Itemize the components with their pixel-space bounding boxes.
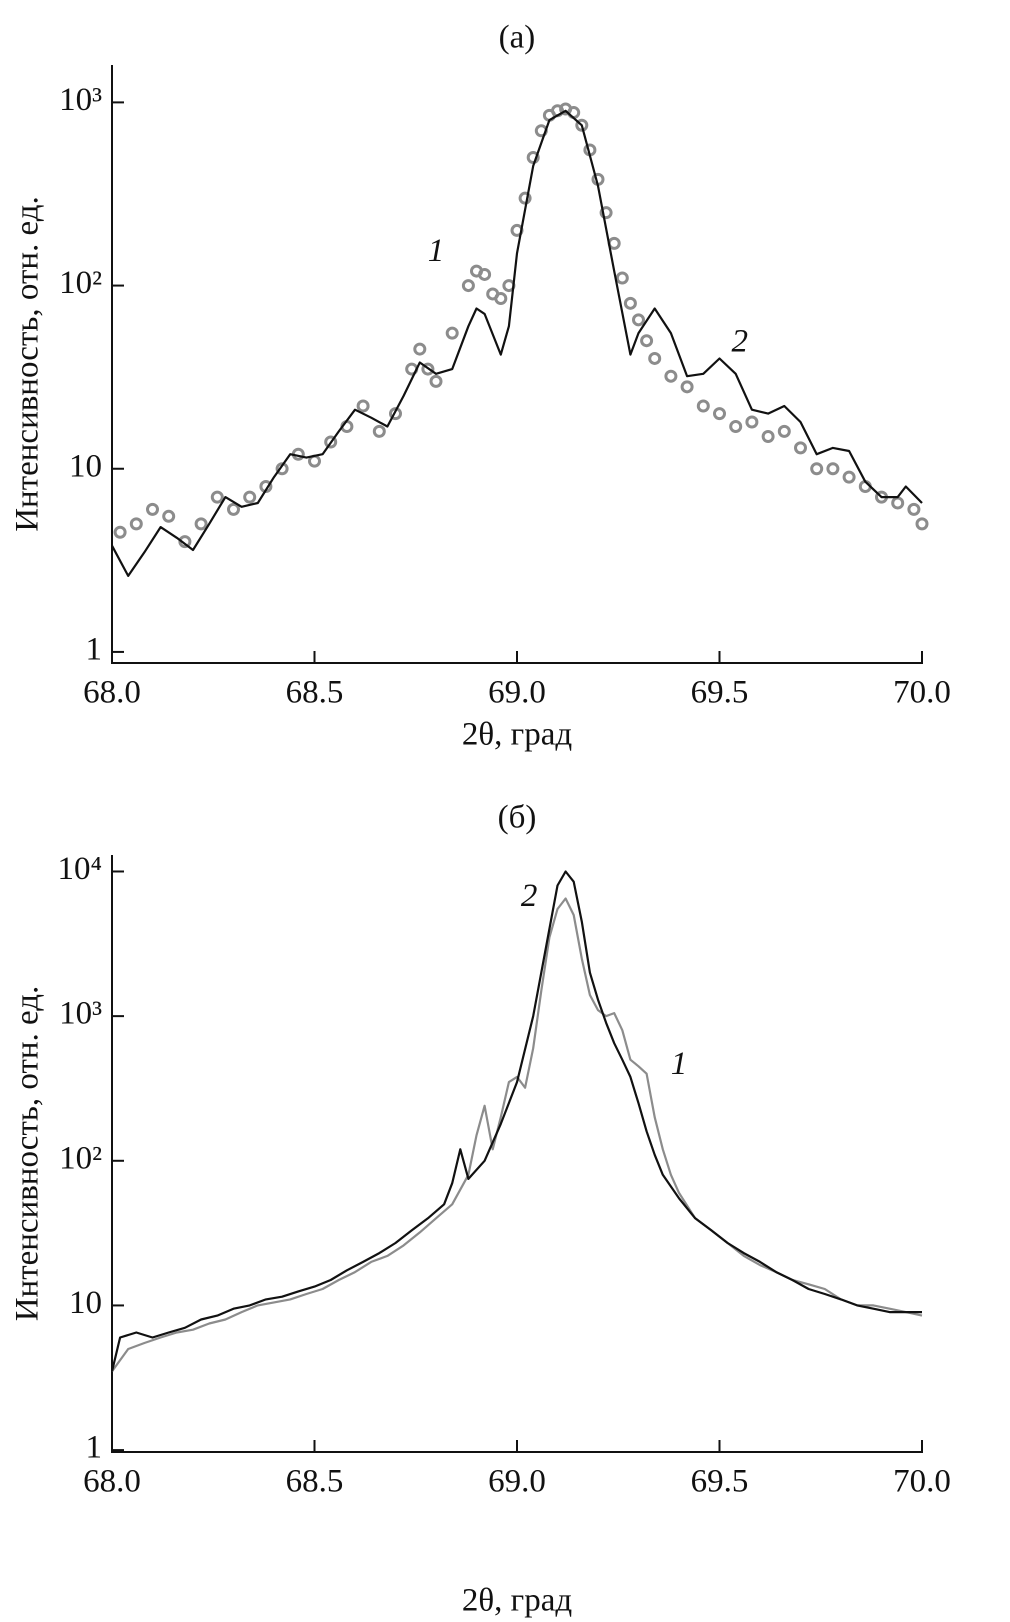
data-point <box>745 415 759 429</box>
y-tick-label: 10⁴ <box>57 851 102 887</box>
x-tick-label: 70.0 <box>893 1464 951 1500</box>
data-point <box>713 407 726 421</box>
data-point <box>178 535 192 549</box>
data-line <box>111 897 923 1373</box>
data-point <box>696 399 710 413</box>
data-point <box>729 420 743 434</box>
annotation: 1 <box>428 233 445 269</box>
data-point <box>640 334 654 348</box>
data-point <box>623 296 637 310</box>
data-point <box>356 399 370 413</box>
data-point <box>777 424 791 438</box>
data-point <box>810 462 824 476</box>
data-point <box>372 424 386 438</box>
data-point <box>526 151 540 165</box>
data-point <box>421 362 435 376</box>
data-point <box>461 279 475 293</box>
x-tick-label: 70.0 <box>893 675 951 711</box>
x-axis-label: 2θ, град <box>462 1583 572 1619</box>
y-axis-label: Интенсивность, отн. ед. <box>10 196 46 532</box>
y-tick-label: 10³ <box>59 996 102 1032</box>
x-tick-label: 69.5 <box>691 675 749 711</box>
x-tick-label: 69.5 <box>691 1464 749 1500</box>
data-point <box>826 462 840 476</box>
x-tick-label: 68.0 <box>83 675 141 711</box>
data-point <box>518 191 532 205</box>
data-point <box>794 441 807 455</box>
y-axis-label: Интенсивность, отн. ед. <box>10 986 46 1322</box>
data-point <box>842 470 856 484</box>
x-axis-label: 2θ, град <box>462 717 572 753</box>
x-tick-label: 68.5 <box>286 675 344 711</box>
data-point <box>429 374 443 388</box>
annotation: 2 <box>732 324 749 360</box>
x-tick-label: 68.5 <box>286 1464 344 1500</box>
data-point <box>194 517 208 531</box>
chart-title: (а) <box>499 20 536 56</box>
data-point <box>615 271 629 285</box>
data-point <box>664 369 678 383</box>
data-point <box>575 118 589 132</box>
annotation: 1 <box>671 1046 688 1082</box>
data-point <box>162 509 176 523</box>
data-point <box>243 490 257 504</box>
axes <box>111 855 923 1453</box>
x-tick-label: 69.0 <box>488 1464 546 1500</box>
data-point <box>632 313 645 327</box>
data-point <box>324 435 338 449</box>
data-point <box>275 462 289 476</box>
data-point <box>146 502 159 516</box>
data-line <box>110 870 922 1372</box>
y-tick-label: 10 <box>69 1285 102 1321</box>
data-point <box>599 206 613 220</box>
chart-title: (б) <box>498 800 537 836</box>
data-point <box>113 525 127 539</box>
data-point <box>227 502 240 516</box>
data-point <box>494 291 508 305</box>
data-point <box>907 502 921 516</box>
y-tick-label: 10² <box>59 1140 102 1176</box>
y-tick-label: 1 <box>86 1430 103 1466</box>
y-tick-label: 10² <box>59 265 102 301</box>
data-point <box>648 351 662 365</box>
data-point <box>129 517 143 531</box>
data-line <box>111 109 923 577</box>
data-point <box>445 326 459 340</box>
data-point <box>915 517 929 531</box>
data-point <box>478 267 492 281</box>
y-tick-label: 1 <box>86 631 103 667</box>
x-tick-label: 69.0 <box>488 675 546 711</box>
x-tick-label: 68.0 <box>83 1464 141 1500</box>
data-point <box>891 496 905 510</box>
annotation: 2 <box>521 878 538 914</box>
data-point <box>413 342 427 356</box>
data-point <box>389 407 402 421</box>
y-tick-label: 10 <box>69 448 102 484</box>
data-point <box>680 380 694 394</box>
axes <box>111 65 923 664</box>
data-point <box>761 429 775 443</box>
y-tick-label: 10³ <box>59 82 102 118</box>
data-point <box>210 490 224 504</box>
